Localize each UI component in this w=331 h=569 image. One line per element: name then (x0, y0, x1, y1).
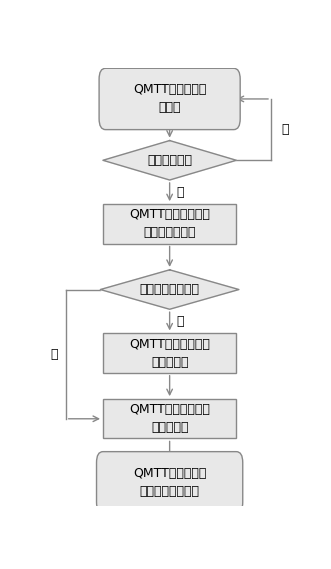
Text: 是否已经连接: 是否已经连接 (147, 154, 192, 167)
Text: 是: 是 (176, 315, 184, 328)
Text: 是: 是 (50, 348, 58, 361)
Text: QMTT客户端连接
服务端: QMTT客户端连接 服务端 (133, 84, 206, 114)
Text: QMTT服务端对发
送的数据向外发布: QMTT服务端对发 送的数据向外发布 (133, 467, 206, 498)
FancyBboxPatch shape (103, 204, 236, 244)
FancyBboxPatch shape (103, 399, 236, 439)
FancyBboxPatch shape (103, 333, 236, 373)
FancyBboxPatch shape (97, 452, 243, 513)
Polygon shape (100, 270, 239, 310)
FancyBboxPatch shape (99, 68, 240, 130)
Text: QMTT客户端与服务
端保持连接: QMTT客户端与服务 端保持连接 (129, 337, 210, 369)
Text: QMTT客户端向服务
端发起连接请求: QMTT客户端向服务 端发起连接请求 (129, 208, 210, 240)
Text: 否: 否 (281, 123, 289, 136)
Text: 请求认证是否通过: 请求认证是否通过 (140, 283, 200, 296)
Polygon shape (103, 141, 236, 180)
Text: 否: 否 (176, 185, 184, 199)
Text: QMTT客户端向服务
端发送数据: QMTT客户端向服务 端发送数据 (129, 403, 210, 434)
